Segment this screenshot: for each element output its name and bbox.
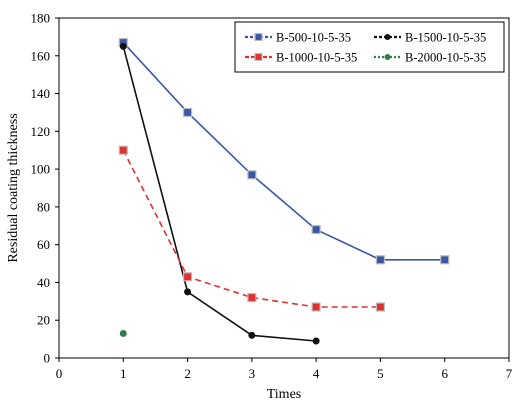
y-tick-label: 40	[37, 275, 50, 290]
legend-item: B-2000-10-5-35	[374, 51, 486, 65]
y-tick-label: 140	[31, 86, 51, 101]
series-line	[122, 149, 381, 308]
data-point	[440, 255, 450, 265]
x-axis-title: Times	[267, 387, 302, 402]
data-point	[119, 42, 127, 50]
y-axis-ticks: 0 20 40 60 80 100 120 140 160 180	[31, 11, 59, 366]
data-point	[184, 288, 192, 296]
data-point	[247, 292, 257, 303]
series-layer	[118, 37, 450, 345]
x-tick-label: 1	[120, 366, 127, 381]
y-tick-label: 120	[31, 124, 51, 139]
x-tick-label: 3	[249, 366, 256, 381]
y-tick-label: 0	[44, 351, 51, 366]
y-axis-title: Residual coating thickness	[6, 113, 21, 262]
series-line	[122, 42, 445, 261]
legend-swatch-marker	[254, 32, 263, 42]
legend-item: B-1000-10-5-35	[245, 51, 357, 65]
y-tick-label: 20	[37, 313, 50, 328]
x-tick-label: 2	[184, 366, 191, 381]
x-tick-label: 5	[377, 366, 384, 381]
plot-area	[58, 17, 510, 359]
legend-label: B-1500-10-5-35	[405, 31, 486, 45]
series-1	[118, 37, 450, 265]
y-tick-label: 60	[37, 237, 50, 252]
legend-swatch-marker	[254, 52, 263, 62]
data-point	[247, 170, 257, 180]
data-point	[312, 337, 320, 345]
data-point	[311, 302, 321, 312]
legend: B-500-10-5-35 B-1500-10-5-35 B-1000-10-5-3…	[234, 21, 505, 73]
series-3	[118, 145, 386, 312]
data-point	[119, 329, 127, 337]
data-point	[248, 331, 256, 339]
data-point	[182, 107, 193, 118]
legend-item: B-1500-10-5-35	[374, 31, 486, 45]
legend-swatch-marker	[384, 34, 391, 40]
series-4	[119, 329, 127, 337]
x-tick-label: 6	[441, 366, 448, 381]
legend-label: B-2000-10-5-35	[405, 51, 486, 65]
series-line	[122, 46, 317, 342]
data-point	[118, 145, 128, 155]
y-tick-label: 160	[31, 48, 51, 63]
data-point	[182, 272, 193, 282]
legend-box	[234, 21, 505, 73]
legend-label: B-500-10-5-35	[276, 31, 351, 45]
y-tick-label: 80	[37, 199, 50, 214]
legend-label: B-1000-10-5-35	[276, 51, 357, 65]
x-tick-label: 7	[506, 366, 513, 381]
x-axis-ticks: 0 1 2 3 4 5 6 7	[56, 358, 513, 381]
data-point	[311, 224, 321, 235]
legend-swatch-marker	[384, 54, 391, 60]
y-tick-label: 100	[31, 162, 51, 177]
data-point	[375, 302, 386, 312]
x-tick-label: 0	[56, 366, 63, 381]
x-tick-label: 4	[313, 366, 320, 381]
data-point	[375, 255, 386, 265]
y-tick-label: 180	[31, 11, 51, 26]
series-2	[119, 42, 320, 345]
legend-item: B-500-10-5-35	[245, 31, 351, 45]
